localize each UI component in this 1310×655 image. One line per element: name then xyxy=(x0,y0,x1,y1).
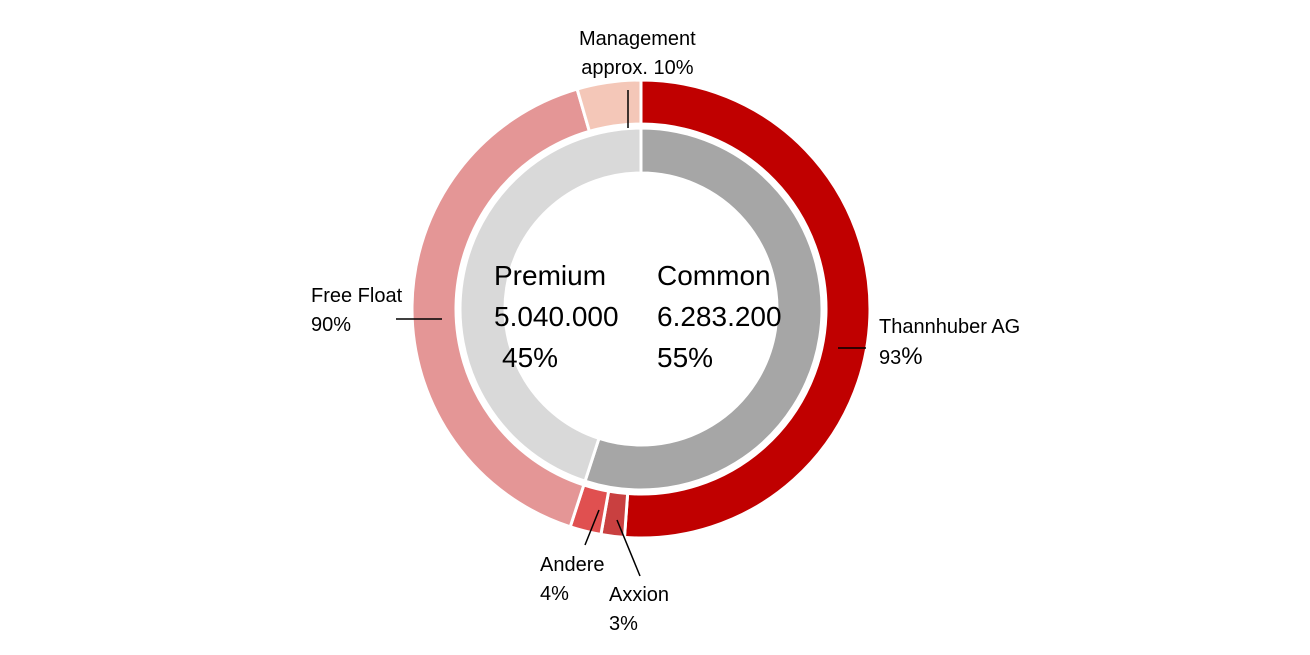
premium-percent: 45% xyxy=(502,342,559,373)
common-shares: 6.283.200 xyxy=(657,301,782,332)
premium-name: Premium xyxy=(494,260,607,291)
premium-shares: 5.040.000 xyxy=(494,301,619,332)
inner-slice-common xyxy=(583,126,824,492)
free-float-percent: 90% xyxy=(311,314,352,336)
leader-line-axxion xyxy=(616,519,641,577)
free-float-label: Free Float 90% xyxy=(311,282,402,340)
axxion-label: Axxion 3% xyxy=(609,581,669,639)
outer-slice-thannhuber-ag xyxy=(622,78,872,540)
inner-ring xyxy=(458,126,824,492)
axxion-percent: 3% xyxy=(609,613,638,635)
common-percent: 55% xyxy=(657,342,714,373)
common-name: Common xyxy=(657,260,771,291)
leader-lines xyxy=(396,90,866,577)
thannhuber-percent-number: 93 xyxy=(879,347,902,369)
andere-label: Andere 4% xyxy=(540,551,605,609)
inner-slice-premium xyxy=(458,126,643,484)
thannhuber-percent: 93% xyxy=(879,342,1020,373)
outer-slice-free-float xyxy=(410,87,592,529)
outer-slice-management xyxy=(575,78,643,134)
management-name: Management xyxy=(579,28,696,50)
thannhuber-name: Thannhuber AG xyxy=(879,316,1021,338)
premium-label-block: Premium 5.040.000 45% xyxy=(494,255,619,378)
leader-line-andere xyxy=(584,509,600,546)
management-label: Management approx. 10% xyxy=(579,25,696,83)
management-percent: approx. 10% xyxy=(581,57,694,79)
andere-percent: 4% xyxy=(540,583,569,605)
andere-name: Andere xyxy=(540,554,605,576)
outer-ring xyxy=(410,78,872,540)
free-float-name: Free Float xyxy=(311,285,403,307)
thannhuber-label: Thannhuber AG 93% xyxy=(879,313,1020,373)
thannhuber-percent-sign: % xyxy=(901,343,923,370)
axxion-name: Axxion xyxy=(609,584,670,606)
common-label-block: Common 6.283.200 55% xyxy=(657,255,782,378)
